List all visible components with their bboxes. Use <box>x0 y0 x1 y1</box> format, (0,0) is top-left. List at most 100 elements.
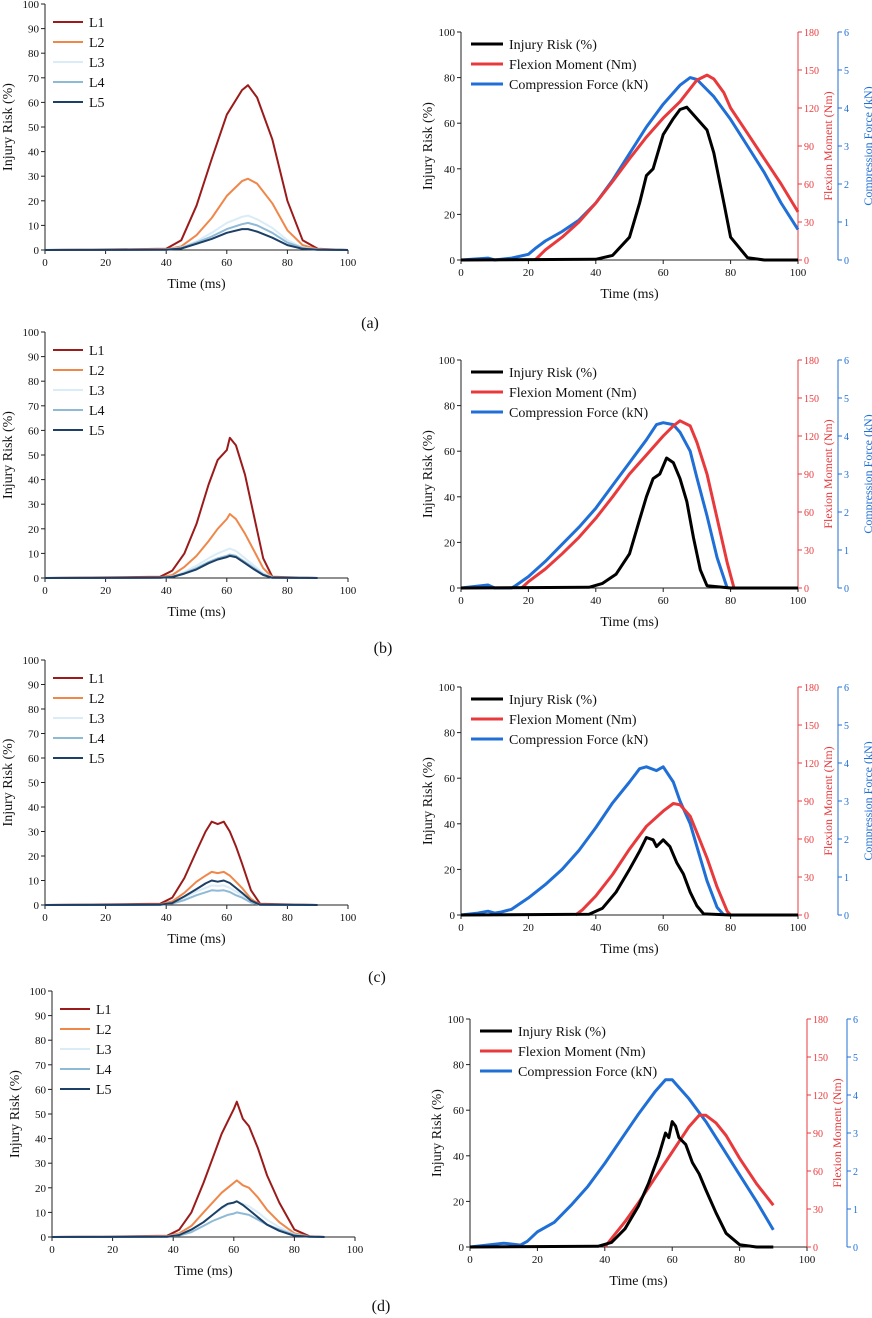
moment-tick-label: 0 <box>804 911 809 922</box>
y-tick-label: 50 <box>28 450 40 462</box>
legend-label: L2 <box>89 692 105 707</box>
y-tick-label: 40 <box>35 1134 47 1146</box>
legend-label: L3 <box>96 1043 112 1058</box>
x-tick-label: 40 <box>161 257 173 269</box>
y-tick-label: 10 <box>28 548 40 560</box>
x-axis-label: Time (ms) <box>167 277 226 292</box>
x-tick-label: 0 <box>42 912 48 924</box>
legend-label: L1 <box>89 344 105 359</box>
moment-tick-label: 60 <box>804 508 814 519</box>
y-tick-label: 40 <box>444 819 456 831</box>
y-axis-label: Injury Risk (%) <box>1 83 16 171</box>
legend-label: L5 <box>96 1083 112 1098</box>
x-tick-label: 0 <box>42 257 48 269</box>
x-tick-label: 100 <box>790 595 807 607</box>
y-tick-label: 100 <box>23 0 40 11</box>
moment-tick-label: 90 <box>813 1129 823 1140</box>
left-chart-1: 0 20 40 60 80 100 0 10 20 30 40 50 60 70 80 90 100 Time (… <box>1 327 357 620</box>
moment-tick-label: 30 <box>804 546 814 557</box>
x-axis-label: Time (ms) <box>167 932 226 947</box>
x-tick-label: 0 <box>42 585 48 597</box>
force-tick-label: 6 <box>844 28 849 39</box>
force-tick-label: 4 <box>844 759 849 770</box>
left-chart-0: 0 20 40 60 80 100 0 10 20 30 40 50 60 70 80 90 100 Time (… <box>1 0 357 292</box>
y-tick-label: 60 <box>28 97 40 109</box>
force-tick-label: 3 <box>844 797 849 808</box>
x-tick-label: 60 <box>228 1244 240 1256</box>
legend-label: Compression Force (kN) <box>518 1065 658 1080</box>
legend: Injury Risk (%) Flexion Moment (Nm) Compre… <box>480 1025 658 1080</box>
legend-label: L1 <box>89 16 105 31</box>
y-tick-label: 20 <box>444 537 456 549</box>
series-line-compression-force <box>460 76 800 262</box>
moment-tick-label: 0 <box>813 1243 818 1254</box>
series-line-l2 <box>44 870 318 906</box>
y-tick-label: 30 <box>28 171 40 183</box>
y-tick-label: 20 <box>35 1183 47 1195</box>
series-line-flexion-moment <box>520 419 736 590</box>
legend-label: Compression Force (kN) <box>509 78 649 93</box>
y-tick-label: 10 <box>35 1207 47 1219</box>
force-tick-label: 0 <box>844 584 849 595</box>
x-axis-label: Time (ms) <box>609 1274 668 1289</box>
force-tick-label: 2 <box>844 835 849 846</box>
legend-label: L5 <box>89 96 105 111</box>
series-line-flexion-moment <box>603 1113 775 1248</box>
moment-tick-label: 150 <box>804 66 819 77</box>
x-tick-label: 40 <box>161 585 173 597</box>
moment-tick-label: 180 <box>804 356 819 367</box>
moment-tick-label: 150 <box>804 721 819 732</box>
x-tick-label: 20 <box>532 1254 544 1266</box>
series-line-l1 <box>44 820 318 906</box>
x-tick-label: 40 <box>590 922 602 934</box>
moment-tick-label: 30 <box>813 1205 823 1216</box>
force-tick-label: 1 <box>844 546 849 557</box>
y-tick-label: 60 <box>28 425 40 437</box>
moment-tick-label: 120 <box>804 759 819 770</box>
legend-label: Flexion Moment (Nm) <box>509 58 637 73</box>
moment-tick-label: 0 <box>804 256 809 267</box>
x-tick-label: 60 <box>667 1254 679 1266</box>
series-line-l5 <box>44 879 318 906</box>
moment-tick-label: 90 <box>804 470 814 481</box>
series-line-compression-force <box>460 765 726 917</box>
force-tick-label: 5 <box>853 1053 858 1064</box>
series-line-l1 <box>44 84 349 251</box>
x-tick-label: 80 <box>725 267 737 279</box>
x-axis-label: Time (ms) <box>167 605 226 620</box>
legend-label: L5 <box>89 752 105 767</box>
legend-label: L4 <box>89 732 105 747</box>
y-tick-label: 90 <box>35 1011 47 1023</box>
y-tick-label: 20 <box>28 196 40 208</box>
legend-label: Injury Risk (%) <box>509 38 597 53</box>
x-tick-label: 80 <box>282 585 294 597</box>
x-tick-label: 40 <box>161 912 173 924</box>
legend-label: L4 <box>89 404 105 419</box>
y-tick-label: 20 <box>28 524 40 536</box>
legend-label: Compression Force (kN) <box>509 733 649 748</box>
y-tick-label: 0 <box>450 910 456 922</box>
panel-label: (a) <box>361 315 379 332</box>
y-tick-label: 100 <box>23 327 40 339</box>
series-line-l5 <box>44 554 318 579</box>
y-tick-label: 70 <box>28 73 40 85</box>
y-tick-label: 80 <box>28 48 40 60</box>
y-tick-label: 50 <box>28 122 40 134</box>
force-tick-label: 5 <box>844 394 849 405</box>
left-chart-3: 0 20 40 60 80 100 0 10 20 30 40 50 60 70 80 90 100 Time (… <box>8 986 364 1279</box>
force-tick-label: 2 <box>844 180 849 191</box>
legend: Injury Risk (%) Flexion Moment (Nm) Compre… <box>471 38 649 93</box>
legend-label: Flexion Moment (Nm) <box>509 713 637 728</box>
legend-label: Flexion Moment (Nm) <box>518 1045 646 1060</box>
y-tick-label: 30 <box>28 499 40 511</box>
legend: Injury Risk (%) Flexion Moment (Nm) Compre… <box>471 366 649 421</box>
legend: L1 L2 L3 L4 L5 <box>53 344 105 439</box>
series-line-flexion-moment <box>574 802 732 917</box>
y-tick-label: 0 <box>41 1232 47 1244</box>
legend-label: L2 <box>89 36 105 51</box>
x-tick-label: 80 <box>734 1254 746 1266</box>
x-tick-label: 0 <box>458 267 464 279</box>
y-axis-label: Injury Risk (%) <box>421 757 436 845</box>
